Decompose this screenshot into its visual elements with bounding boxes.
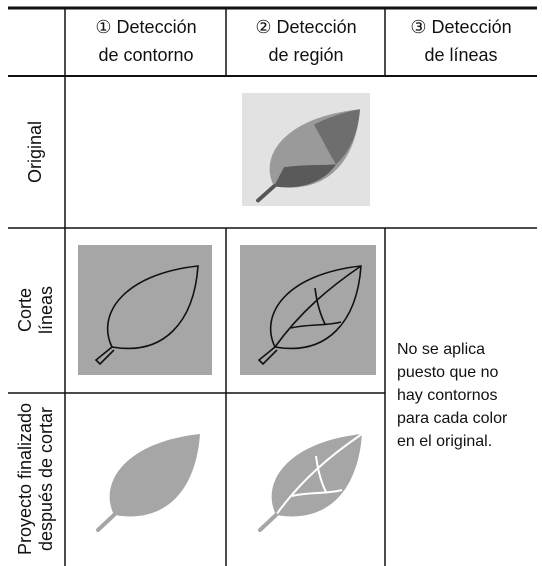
note-line: puesto que no [397, 364, 499, 381]
header-text: ③ Detección [410, 17, 511, 37]
header: ① Detección de contorno ② Detección de r… [95, 17, 511, 65]
original-image [242, 93, 370, 206]
header-text: de líneas [424, 45, 497, 65]
final-contour-image [96, 434, 200, 532]
note-line: hay contornos [397, 387, 498, 404]
note-line: No se aplica [397, 341, 485, 358]
row-label: Corte [15, 288, 35, 332]
final-region-image [258, 433, 363, 532]
cut-contour-image [78, 245, 212, 375]
note-line: para cada color [397, 410, 508, 427]
row-label: Original [25, 121, 45, 183]
header-text: de contorno [98, 45, 193, 65]
header-text: ① Detección [95, 17, 196, 37]
row-label: líneas [36, 286, 56, 334]
cut-region-image [240, 245, 376, 375]
note: No se aplica puesto que no hay contornos… [397, 341, 508, 450]
row-label: Proyecto finalizado [15, 403, 35, 555]
header-text: ② Detección [255, 17, 356, 37]
note-line: en el original. [397, 433, 492, 450]
header-text: de región [268, 45, 343, 65]
table-rules [8, 6, 537, 566]
row-label: después de cortar [36, 407, 56, 551]
row-labels: Original Corte líneas Proyecto finalizad… [15, 121, 56, 555]
